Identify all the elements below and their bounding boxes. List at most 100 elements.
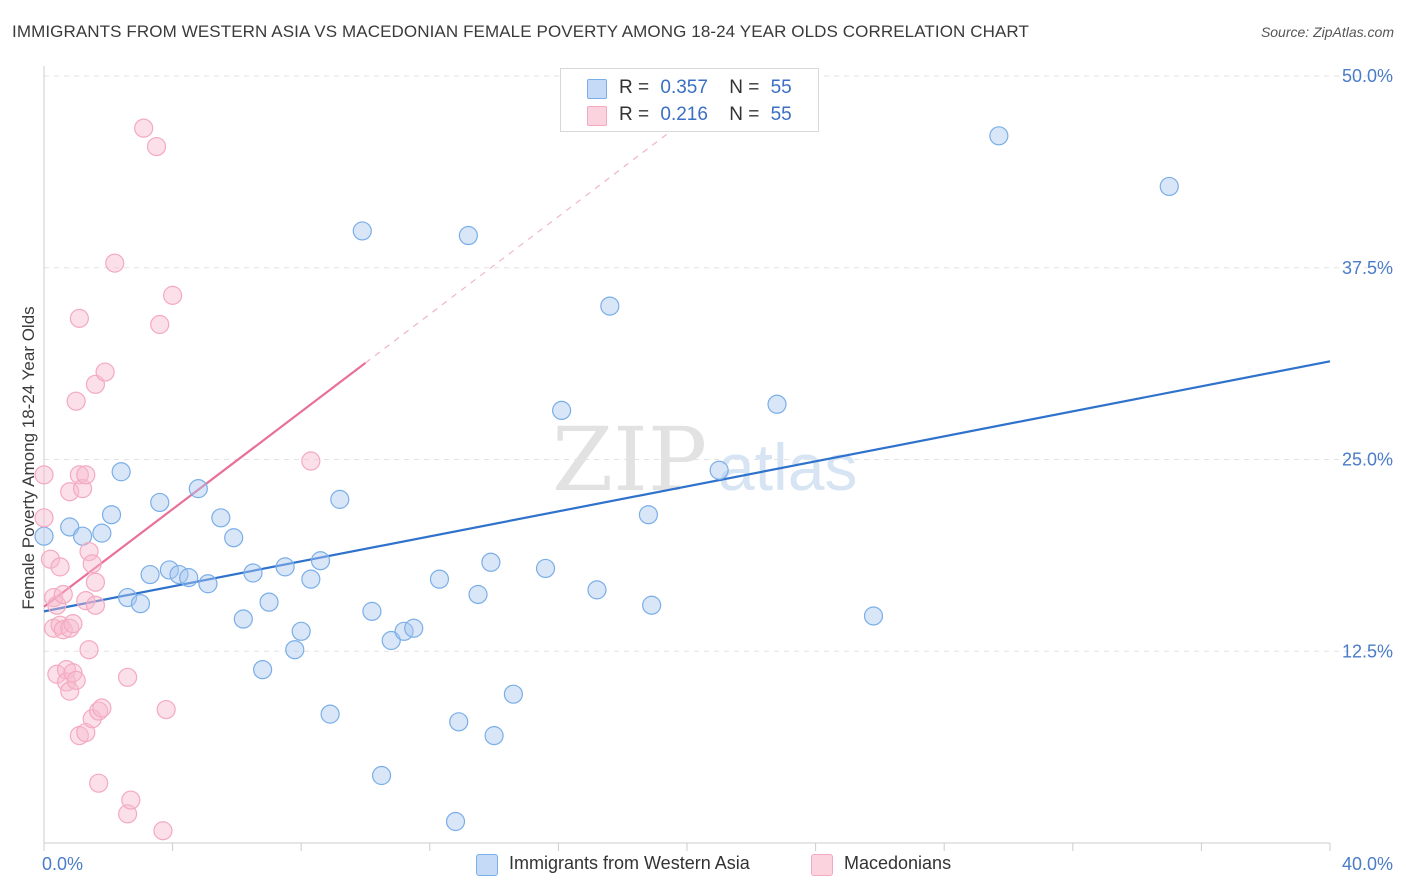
- legend-swatch-blue: [476, 854, 498, 876]
- data-point-western-asia: [458, 225, 478, 246]
- data-point-western-asia: [243, 563, 263, 583]
- legend-swatch-pink: [811, 854, 833, 876]
- data-point-macedonian: [47, 595, 67, 615]
- data-point-western-asia: [863, 606, 884, 626]
- watermark: ZIP atlas: [552, 408, 857, 511]
- source-label: Source: ZipAtlas.com: [1260, 24, 1394, 40]
- gridlines: [44, 75, 1392, 652]
- data-point-western-asia: [330, 489, 350, 509]
- legend-r-value: 0.216: [660, 104, 708, 125]
- data-point-western-asia: [404, 618, 424, 638]
- points-layer: [34, 118, 1179, 841]
- data-point-western-asia: [198, 574, 218, 594]
- data-point-western-asia: [310, 551, 331, 571]
- x-tick-label: 40.0%: [1342, 854, 1393, 874]
- data-point-western-asia: [275, 557, 295, 577]
- data-point-western-asia: [140, 564, 160, 585]
- data-point-western-asia: [285, 640, 305, 660]
- data-point-western-asia: [552, 400, 572, 421]
- data-point-western-asia: [111, 462, 131, 482]
- data-point-western-asia: [468, 584, 488, 605]
- data-point-macedonian: [92, 698, 112, 718]
- data-point-western-asia: [709, 460, 729, 480]
- data-point-macedonian: [156, 699, 176, 720]
- data-point-western-asia: [371, 765, 392, 786]
- legend-swatch-pink: [587, 106, 607, 126]
- data-point-western-asia: [159, 560, 179, 580]
- y-tick-label: 12.5%: [1342, 641, 1393, 661]
- data-point-macedonian: [69, 308, 89, 328]
- trend-lines: [43, 118, 1331, 613]
- data-point-macedonian: [150, 314, 170, 335]
- data-point-macedonian: [66, 670, 86, 690]
- data-point-macedonian: [53, 584, 73, 605]
- data-point-macedonian: [153, 821, 173, 841]
- data-point-western-asia: [989, 126, 1009, 146]
- data-point-macedonian: [79, 541, 99, 562]
- data-point-western-asia: [362, 601, 382, 621]
- data-point-macedonian: [50, 557, 70, 577]
- trend-extension-macedonians: [365, 118, 688, 364]
- y-tick-label: 50.0%: [1342, 66, 1393, 86]
- data-point-macedonian: [60, 681, 80, 701]
- legend-r-label: R =: [619, 104, 650, 125]
- legend-swatch-blue: [587, 79, 607, 99]
- x-axis: [43, 842, 1331, 851]
- data-point-western-asia: [179, 568, 199, 588]
- watermark-zip: ZIP: [552, 408, 707, 511]
- data-point-macedonian: [163, 285, 183, 305]
- data-point-macedonian: [95, 362, 115, 382]
- data-point-western-asia: [642, 595, 662, 615]
- data-point-western-asia: [429, 569, 450, 589]
- data-point-macedonian: [63, 614, 83, 634]
- data-point-macedonian: [89, 701, 109, 721]
- data-point-macedonian: [301, 451, 321, 471]
- data-point-western-asia: [188, 479, 208, 499]
- data-point-macedonian: [76, 465, 96, 485]
- data-point-western-asia: [150, 492, 170, 513]
- data-point-macedonian: [47, 664, 67, 684]
- y-tick-label: 37.5%: [1342, 258, 1393, 278]
- data-point-western-asia: [503, 684, 523, 704]
- data-point-western-asia: [101, 505, 122, 525]
- data-point-western-asia: [92, 523, 112, 543]
- legend-n-value: 55: [770, 104, 792, 125]
- data-point-macedonian: [89, 773, 109, 793]
- data-point-western-asia: [224, 528, 244, 548]
- data-point-western-asia: [253, 660, 273, 680]
- legend-r-label: R =: [619, 77, 650, 98]
- data-point-western-asia: [484, 726, 504, 746]
- chart-title: IMMIGRANTS FROM WESTERN ASIA VS MACEDONI…: [12, 22, 1029, 41]
- data-point-western-asia: [301, 569, 321, 589]
- data-point-western-asia: [445, 811, 466, 832]
- data-point-macedonian: [63, 663, 83, 683]
- legend-label: Immigrants from Western Asia: [509, 853, 750, 873]
- tick-labels: 12.5% 25.0% 37.5% 50.0% 0.0% 40.0%: [42, 66, 1393, 874]
- data-point-western-asia: [320, 704, 340, 724]
- data-point-western-asia: [587, 580, 607, 600]
- correlation-legend: R = 0.357 N = 55 R = 0.216 N = 55: [560, 68, 819, 132]
- data-point-macedonian: [34, 508, 54, 528]
- data-point-macedonian: [85, 572, 106, 592]
- legend-label: Macedonians: [844, 853, 952, 873]
- legend-r-value: 0.357: [660, 77, 708, 98]
- data-point-macedonian: [82, 554, 102, 574]
- data-point-western-asia: [1159, 176, 1179, 197]
- data-point-western-asia: [130, 594, 151, 614]
- data-point-western-asia: [291, 621, 311, 641]
- data-point-macedonian: [134, 118, 154, 138]
- data-point-macedonian: [82, 709, 102, 729]
- y-tick-label: 25.0%: [1342, 450, 1393, 470]
- data-point-macedonian: [105, 253, 125, 273]
- legend-n-value: 55: [770, 77, 792, 98]
- data-point-western-asia: [535, 558, 556, 579]
- data-point-macedonian: [40, 549, 61, 569]
- data-point-western-asia: [767, 394, 787, 414]
- data-point-macedonian: [34, 465, 54, 485]
- data-point-macedonian: [85, 595, 106, 615]
- data-point-western-asia: [352, 221, 372, 241]
- legend-n-label: N =: [729, 77, 760, 98]
- data-point-macedonian: [76, 591, 96, 611]
- data-point-macedonian: [79, 640, 99, 660]
